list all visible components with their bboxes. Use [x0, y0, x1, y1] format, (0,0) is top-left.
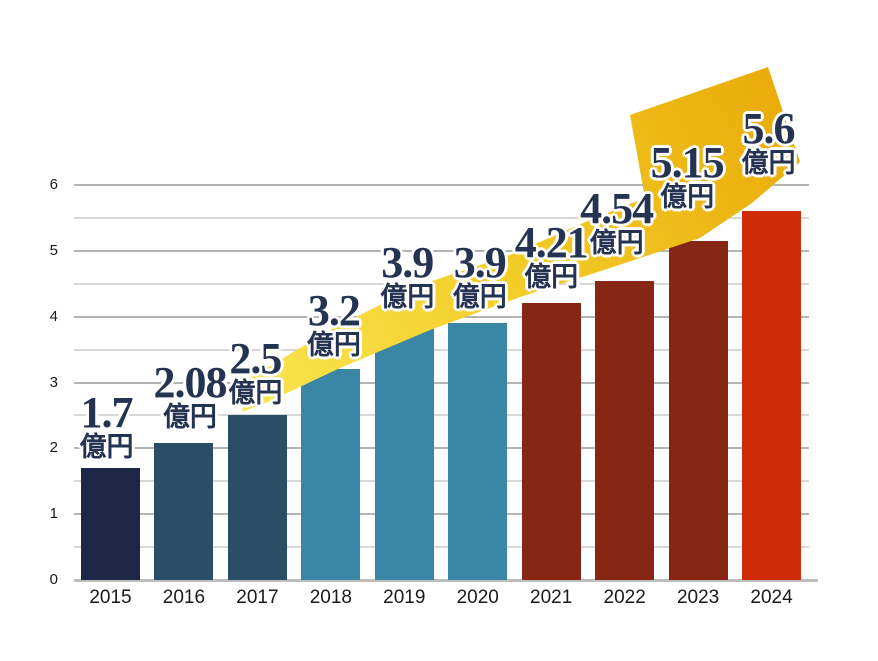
- bar-2021: [521, 302, 581, 580]
- x-axis-label-2015: 2015: [89, 587, 132, 608]
- bar-2015: [81, 468, 140, 580]
- value-number: 1.7: [80, 388, 134, 438]
- value-number: 2.08: [153, 358, 227, 408]
- gridline-minor: [74, 348, 809, 351]
- y-axis-label-2: 2: [49, 439, 58, 457]
- x-axis-label-2017: 2017: [236, 587, 279, 608]
- value-label-2017: 2.5 億円: [228, 334, 283, 409]
- value-label-2023: 5.15 億円: [650, 137, 725, 212]
- value-label-2021: 4.21 億円: [514, 217, 589, 292]
- value-unit: 億円: [452, 282, 507, 313]
- value-number: 5.6: [742, 104, 796, 154]
- bar-2024: [742, 211, 802, 580]
- x-axis-label-2022: 2022: [603, 587, 646, 608]
- gridline-minor: [74, 216, 809, 219]
- x-axis-label-2020: 2020: [456, 587, 499, 608]
- bar-2022: [595, 281, 655, 580]
- value-number: 3.9: [453, 238, 507, 288]
- value-label-2015: 1.7 億円: [79, 388, 134, 463]
- value-label-2018: 3.2 億円: [306, 286, 361, 361]
- value-label-2016: 2.08 億円: [153, 358, 227, 433]
- value-unit: 億円: [741, 148, 796, 179]
- value-unit: 億円: [79, 432, 134, 463]
- x-axis-line: [74, 579, 818, 582]
- value-unit: 億円: [589, 228, 644, 259]
- y-axis-label-5: 5: [49, 241, 58, 259]
- value-label-2019: 3.9 億円: [380, 238, 435, 313]
- x-axis-label-2016: 2016: [162, 587, 206, 608]
- gridline-major: [74, 184, 809, 186]
- gridline-minor: [74, 480, 809, 483]
- bar-2023: [668, 240, 728, 580]
- x-axis-label-2019: 2019: [383, 587, 426, 608]
- bar-2019: [374, 323, 434, 580]
- value-number: 4.21: [514, 217, 589, 267]
- gridline-minor: [74, 546, 809, 549]
- y-axis-label-4: 4: [49, 307, 58, 325]
- gridline-minor: [74, 414, 809, 417]
- bar-2020: [448, 323, 508, 580]
- x-axis-label-2018: 2018: [309, 587, 352, 608]
- value-unit: 億円: [162, 402, 217, 433]
- gridline-major: [74, 513, 809, 516]
- gridline-major: [74, 447, 809, 450]
- value-label-2020: 3.9 億円: [452, 238, 507, 313]
- bar-2018: [301, 369, 361, 580]
- value-label-2022: 4.54 億円: [580, 184, 654, 259]
- value-unit: 億円: [228, 378, 283, 409]
- value-number: 3.9: [381, 238, 434, 288]
- y-axis-label-3: 3: [49, 373, 58, 391]
- value-unit: 億円: [660, 181, 715, 212]
- x-axis-label-2023: 2023: [676, 587, 720, 608]
- value-unit: 億円: [306, 330, 361, 361]
- x-axis-label-2021: 2021: [530, 587, 573, 608]
- gridline-major: [74, 249, 809, 252]
- value-unit: 億円: [524, 261, 579, 292]
- y-axis-label-6: 6: [49, 176, 58, 193]
- y-axis-label-0: 0: [49, 571, 58, 588]
- bar-2016: [154, 443, 214, 580]
- value-unit: 億円: [380, 282, 435, 313]
- bar-2017: [227, 415, 287, 580]
- value-label-2024: 5.6 億円: [741, 104, 796, 179]
- y-axis-label-1: 1: [49, 505, 58, 523]
- value-number: 4.54: [580, 184, 654, 234]
- value-number: 5.15: [650, 137, 725, 187]
- gridline-major: [74, 381, 809, 384]
- value-number: 3.2: [307, 286, 361, 336]
- x-axis-label-2024: 2024: [750, 587, 793, 608]
- value-number: 2.5: [229, 334, 282, 384]
